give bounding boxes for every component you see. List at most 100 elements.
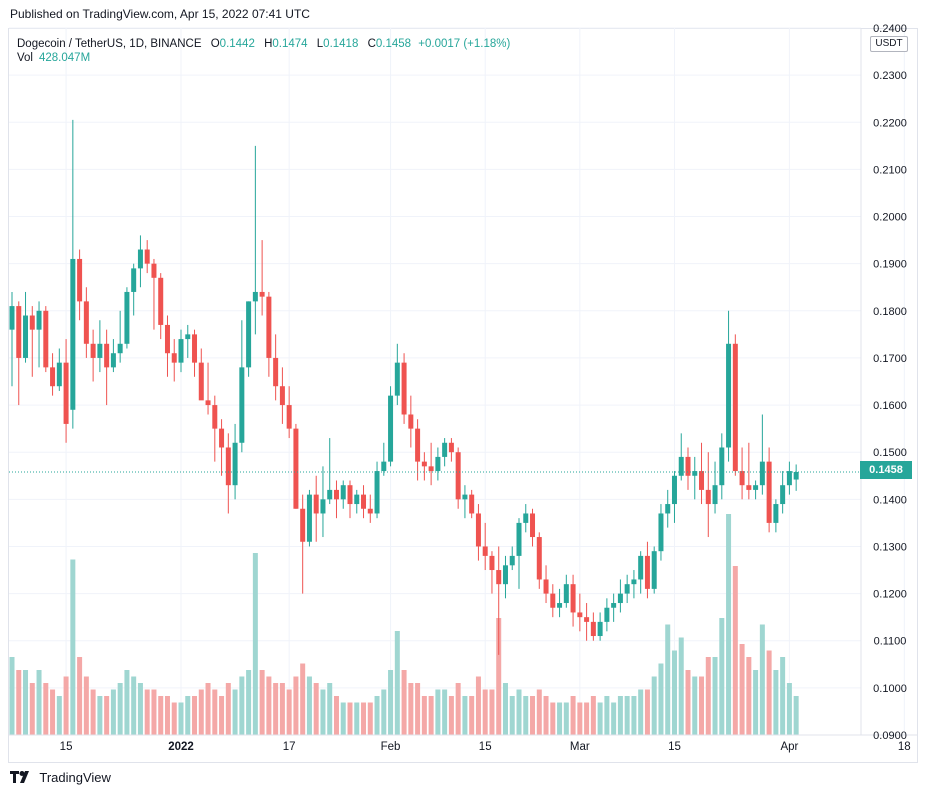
candle-body [773,504,779,523]
volume-bar [401,670,407,735]
candle-body [726,343,732,448]
candle-body [212,405,218,429]
volume-bar [212,689,218,735]
volume-bar [259,670,265,735]
volume-bar [23,670,29,735]
symbol-label: Dogecoin / TetherUS, 1D, BINANCE [17,38,202,50]
candle-body [401,362,407,415]
candle-body [56,362,62,387]
price-tick-label: 0.2100 [873,164,907,176]
candle-body [77,258,83,302]
candle-body [70,258,76,410]
currency-button[interactable]: USDT [870,36,908,52]
volume-bar [137,683,143,735]
candle-body [753,485,759,490]
tradingview-footer[interactable]: TradingView [10,770,111,790]
published-note: Published on TradingView.com, Apr 15, 20… [10,7,310,21]
candle-body [651,551,657,589]
candle-body [219,428,225,448]
volume-bar [300,663,306,735]
candle-body [428,466,434,472]
open-value: 0.1442 [219,38,255,50]
volume-bar [509,696,515,735]
chart-header: Published on TradingView.com, Apr 15, 20… [0,0,926,28]
candle-body [793,471,799,480]
volume-bar [699,676,705,735]
candlestick-chart[interactable]: 0.0900 0.1000 0.1100 0.1200 0.1300 0.1400 0.15… [0,0,926,765]
last-price-badge: 0.1458 [860,461,912,479]
volume-bar [320,689,326,735]
volume-bar [692,676,698,735]
candle-body [712,485,718,505]
volume-bar [333,696,339,735]
volume-bar [83,676,89,735]
volume-bar [225,683,231,735]
candle-body [766,461,772,523]
candle-body [442,442,448,457]
time-tick-label: Feb [381,741,401,753]
candle-body [448,442,454,453]
candle-body [516,522,522,556]
time-tick-label: Mar [570,741,590,753]
volume-bar [192,696,198,735]
candle-body [617,593,623,604]
time-tick-label: 15 [479,741,492,753]
volume-bar [110,689,116,735]
volume-bar [70,559,76,735]
volume-bar [530,696,536,735]
candle-body [692,471,698,476]
volume-bar [104,696,110,735]
candle-body [469,494,475,514]
time-tick-label: Apr [780,741,798,753]
candle-body [489,555,495,571]
price-tick-label: 0.2000 [873,212,907,224]
candle-body [388,395,394,462]
volume-bar [347,702,353,735]
volume-bar [496,618,502,735]
candle-body [415,428,421,462]
candle-body [306,494,312,542]
candle-body [246,301,252,368]
price-tick-label: 0.2300 [873,70,907,82]
price-tick-label: 0.1900 [873,259,907,271]
candle-body [631,579,637,585]
candle-body [137,249,143,269]
volume-bar [367,702,373,735]
volume-bar [570,696,576,735]
candle-body [232,442,238,486]
candle-body [151,263,157,278]
candle-body [482,546,488,556]
volume-bar [428,696,434,735]
volume-bar [678,637,684,735]
volume-bar [746,657,752,735]
candle-body [671,475,677,505]
volume-bar [435,689,441,735]
candle-body [327,489,333,500]
candle-body [29,315,35,330]
candle-body [361,494,367,509]
candle-body [320,499,326,514]
candle-body [563,584,569,604]
volume-bar [29,683,35,735]
candle-body [394,362,400,396]
volume-bar [793,696,799,735]
volume-bar [597,702,603,735]
candle-body [266,296,272,358]
volume-bar [279,683,285,735]
candle-body [313,494,319,514]
candle-body [104,343,110,368]
candle-body [300,508,306,542]
price-tick-label: 0.1500 [873,447,907,459]
volume-bar [617,696,623,735]
volume-bar [77,657,83,735]
volume-bar [388,670,394,735]
volume-bar [205,683,211,735]
volume-bar [50,689,56,735]
candle-body [293,428,299,509]
time-axis: 15 2022 17 Feb 15 Mar 15 Apr 18 [60,741,911,753]
candle-body [97,343,103,358]
candle-body [475,513,481,547]
candle-body [124,291,130,344]
volume-bar [144,689,150,735]
volume-bar [469,696,475,735]
